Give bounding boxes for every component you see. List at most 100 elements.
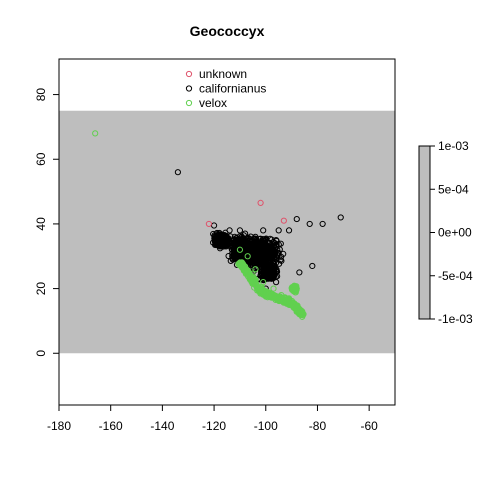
x-tick-label: -160 — [99, 419, 123, 433]
californianus-point — [252, 233, 259, 240]
velox-point — [291, 301, 298, 308]
velox-point — [244, 253, 251, 260]
californianus-point — [275, 249, 282, 257]
x-tick-label: -100 — [254, 419, 278, 433]
californianus-point — [267, 243, 275, 250]
colorbar-tick-label: -5e-04 — [438, 269, 473, 283]
velox-point — [291, 285, 298, 292]
californianus-point — [267, 235, 274, 242]
colorbar-bar — [418, 145, 431, 320]
californianus-point — [174, 169, 181, 176]
californianus-point — [275, 227, 282, 234]
velox-point — [270, 285, 277, 292]
californianus-point — [258, 239, 265, 246]
colorbar-tick-label: -1e-03 — [438, 312, 473, 326]
unknown-point — [257, 199, 264, 206]
californianus-point — [266, 242, 274, 249]
californianus-point — [245, 258, 252, 266]
velox-point — [92, 130, 99, 137]
velox-point — [272, 293, 279, 300]
californianus-point — [309, 262, 316, 270]
californianus-point — [278, 257, 285, 264]
velox-point — [245, 271, 253, 279]
velox-point — [248, 277, 256, 284]
californianus-point — [273, 279, 280, 286]
velox-point — [246, 272, 253, 279]
colorbar-tick-label: 0e+00 — [438, 226, 472, 240]
californianus-point — [293, 215, 300, 223]
points-layer — [92, 130, 344, 320]
x-tick-label: -120 — [202, 419, 226, 433]
velox-point — [282, 298, 289, 305]
velox-point — [250, 279, 257, 286]
californianus-point — [262, 269, 269, 276]
velox-point — [270, 292, 277, 299]
californianus-point — [273, 268, 281, 275]
californianus-point — [245, 234, 252, 242]
californianus-point — [258, 245, 265, 252]
y-axis: 0 20 40 60 80 — [34, 88, 60, 357]
velox-point — [284, 298, 291, 305]
legend-label-unknown: unknown — [199, 67, 247, 81]
californianus-point — [265, 253, 272, 260]
chart-title: Geococcyx — [190, 23, 265, 39]
californianus-point — [214, 234, 221, 241]
californianus-point — [231, 233, 238, 240]
velox-point — [253, 283, 260, 290]
californianus-point — [216, 240, 223, 247]
californianus-point — [237, 245, 244, 253]
velox-point — [237, 259, 244, 266]
californianus-point — [269, 271, 276, 278]
legend-marker-californianus — [185, 85, 193, 92]
californianus-point — [221, 233, 228, 240]
californianus-point — [273, 236, 280, 244]
californianus-point — [249, 259, 256, 266]
velox-point — [278, 291, 285, 299]
californianus-point — [249, 243, 256, 250]
y-tick-label: 40 — [34, 217, 48, 231]
velox-point — [265, 292, 272, 299]
x-axis: -180 -160 -140 -120 -100 -80 -60 — [47, 404, 378, 433]
velox-point — [298, 308, 306, 315]
californianus-point — [277, 256, 284, 263]
californianus-point — [236, 227, 244, 234]
unknown-point — [205, 220, 213, 228]
californianus-point — [319, 220, 326, 228]
colorbar-tick-label: 5e-04 — [438, 182, 469, 196]
californianus-point — [285, 227, 293, 234]
californianus-point — [306, 220, 313, 228]
legend-marker-velox — [185, 99, 193, 107]
californianus-point — [226, 227, 233, 234]
californianus-point — [229, 246, 236, 253]
y-tick-label: 60 — [34, 152, 48, 166]
californianus-point — [260, 227, 267, 234]
californianus-point — [262, 253, 270, 260]
californianus-point — [296, 269, 303, 276]
x-tick-label: -180 — [47, 419, 71, 433]
x-tick-label: -80 — [309, 419, 327, 433]
y-tick-label: 20 — [34, 282, 48, 296]
californianus-point — [270, 262, 277, 270]
velox-point — [285, 295, 293, 302]
californianus-point — [337, 214, 344, 221]
californianus-point — [236, 253, 244, 260]
y-tick-label: 80 — [34, 88, 48, 102]
legend-label-californianus: californianus — [199, 82, 266, 96]
velox-point — [274, 296, 281, 303]
californianus-point — [239, 240, 246, 247]
unknown-point — [280, 217, 287, 224]
californianus-point — [257, 259, 264, 266]
velox-point — [252, 266, 259, 273]
colorbar: 1e-03 5e-04 0e+00 -5e-04 -1e-03 — [418, 139, 473, 326]
velox-point — [236, 246, 244, 253]
velox-point — [259, 285, 266, 293]
californianus-point — [233, 242, 240, 249]
x-tick-label: -60 — [360, 419, 378, 433]
velox-point — [240, 263, 247, 270]
californianus-point — [256, 251, 263, 258]
velox-point — [260, 279, 267, 286]
legend-marker-unknown — [185, 70, 193, 78]
x-tick-label: -140 — [150, 419, 174, 433]
